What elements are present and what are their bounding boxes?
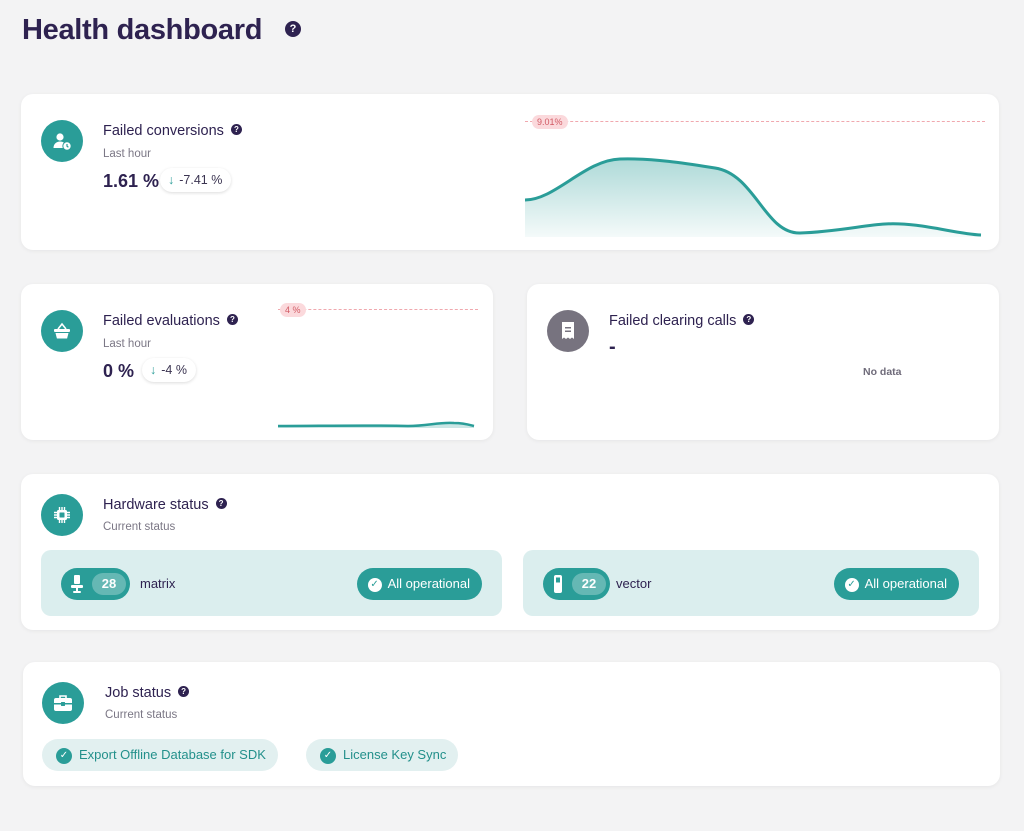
help-icon[interactable]: ? bbox=[178, 685, 190, 697]
basket-icon bbox=[41, 310, 83, 352]
chart-line bbox=[278, 421, 475, 428]
job-status-card: Job status? Current status ✓ Export Offli… bbox=[23, 662, 1000, 786]
help-icon[interactable]: ? bbox=[215, 497, 227, 509]
chart-area bbox=[525, 158, 981, 237]
failed-evaluations-chart bbox=[278, 421, 475, 428]
failed-conversions-value: 1.61 % bbox=[103, 171, 160, 191]
help-icon[interactable]: ? bbox=[230, 123, 242, 135]
help-icon[interactable]: ? bbox=[285, 21, 301, 37]
change-badge: ↓ -7.41 % bbox=[160, 168, 232, 192]
period-label: Last hour bbox=[103, 148, 151, 160]
failed-evaluations-title: Failed evaluations? bbox=[103, 313, 238, 329]
job-chip-export-offline-database[interactable]: ✓ Export Offline Database for SDK bbox=[42, 739, 278, 771]
hardware-group-vector[interactable]: 22 vector ✓ All operational bbox=[523, 550, 979, 616]
hardware-status-title: Hardware status? bbox=[103, 497, 227, 513]
arrow-down-icon: ↓ bbox=[168, 173, 175, 187]
job-chip-license-key-sync[interactable]: ✓ License Key Sync bbox=[306, 739, 459, 771]
failed-conversions-chart bbox=[525, 157, 982, 237]
arrow-down-icon: ↓ bbox=[150, 363, 157, 377]
hardware-status-card: Hardware status? Current status 28 matri… bbox=[21, 474, 999, 630]
briefcase-icon bbox=[42, 682, 84, 724]
status-badge: ✓ All operational bbox=[356, 568, 482, 600]
check-icon: ✓ bbox=[320, 748, 336, 764]
chip-icon bbox=[41, 494, 83, 536]
hardware-group-name: vector bbox=[616, 576, 652, 591]
check-icon: ✓ bbox=[56, 748, 72, 764]
peak-badge: 4 % bbox=[280, 303, 306, 317]
page-title: Health dashboard bbox=[22, 14, 263, 46]
failed-clearing-calls-value: - bbox=[609, 336, 616, 358]
failed-conversions-card: Failed conversions? Last hour 1.61 % ↓ -7… bbox=[21, 94, 999, 250]
failed-clearing-calls-card: Failed clearing calls? - No data bbox=[527, 284, 999, 440]
failed-clearing-calls-title: Failed clearing calls? bbox=[609, 313, 755, 329]
failed-evaluations-value: 0 % bbox=[103, 361, 135, 381]
handheld-icon bbox=[554, 575, 562, 593]
terminal-icon bbox=[71, 575, 83, 593]
hardware-group-matrix[interactable]: 28 matrix ✓ All operational bbox=[41, 550, 502, 616]
job-status-title: Job status? bbox=[105, 685, 190, 701]
peak-line bbox=[525, 121, 985, 122]
peak-badge: 9.01% bbox=[532, 115, 568, 129]
device-count-badge: 22 bbox=[543, 568, 610, 600]
status-badge: ✓ All operational bbox=[833, 568, 959, 600]
help-icon[interactable]: ? bbox=[743, 313, 755, 325]
no-data-label: No data bbox=[863, 366, 902, 378]
peak-line bbox=[278, 309, 478, 310]
chart-line bbox=[525, 157, 982, 237]
device-count-badge: 28 bbox=[61, 568, 130, 600]
current-status-label: Current status bbox=[103, 521, 176, 533]
help-icon[interactable]: ? bbox=[226, 313, 238, 325]
change-badge: ↓ -4 % bbox=[142, 358, 196, 382]
receipt-icon bbox=[547, 310, 589, 352]
failed-conversions-title: Failed conversions? bbox=[103, 123, 242, 139]
check-icon: ✓ bbox=[844, 578, 859, 592]
user-clock-icon bbox=[41, 120, 83, 162]
period-label: Last hour bbox=[103, 338, 151, 350]
check-icon: ✓ bbox=[367, 578, 382, 592]
failed-evaluations-card: Failed evaluations? Last hour 0 % ↓ -4 % … bbox=[21, 284, 493, 440]
hardware-group-name: matrix bbox=[140, 576, 176, 591]
current-status-label: Current status bbox=[105, 709, 178, 721]
